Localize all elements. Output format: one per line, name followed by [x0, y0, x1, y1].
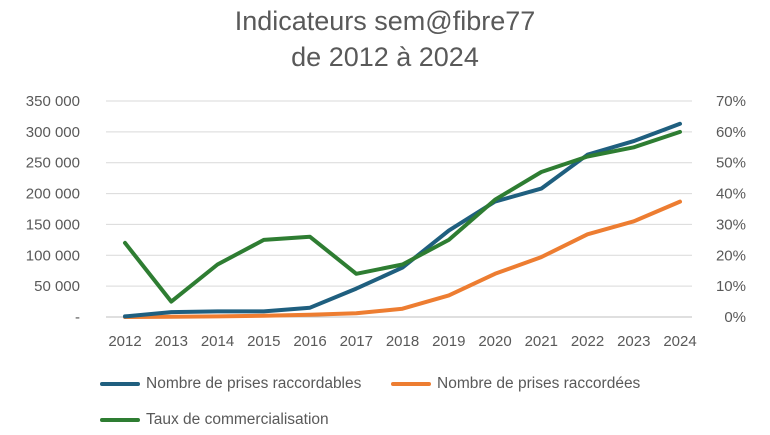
series-line-raccordees [123, 199, 682, 319]
left-tick-label: 100 000 [26, 247, 80, 264]
right-tick-label: 70% [716, 93, 746, 110]
left-tick-label: 250 000 [26, 155, 80, 172]
left-tick-label: 200 000 [26, 186, 80, 203]
x-tick-label: 2022 [571, 333, 604, 350]
legend-item-raccordables: Nombre de prises raccordables [100, 374, 361, 394]
legend-swatch-taux [100, 418, 140, 422]
x-tick-label: 2015 [247, 333, 280, 350]
left-tick-label: 300 000 [26, 124, 80, 141]
gridlines [106, 100, 692, 318]
left-tick-label: - [75, 309, 80, 326]
x-tick-label: 2017 [340, 333, 373, 350]
x-tick-label: 2021 [525, 333, 558, 350]
left-axis: - 50 000 100 000 150 000 200 000 250 000 300 0… [26, 93, 80, 326]
legend-label-raccordees: Nombre de prises raccordées [437, 375, 641, 392]
x-tick-label: 2023 [617, 333, 650, 350]
x-tick-label: 2016 [293, 333, 326, 350]
legend-swatch-raccordees [391, 382, 431, 386]
right-axis: 0% 10% 20% 30% 40% 50% 60% 70% [716, 93, 746, 326]
x-tick-label: 2024 [663, 333, 696, 350]
x-tick-label: 2020 [478, 333, 511, 350]
left-tick-label: 150 000 [26, 216, 80, 233]
right-tick-label: 50% [716, 155, 746, 172]
legend-label-taux: Taux de commercialisation [146, 411, 329, 428]
legend-label-raccordables: Nombre de prises raccordables [146, 375, 362, 392]
right-tick-label: 0% [724, 309, 746, 326]
legend-item-raccordees: Nombre de prises raccordées [391, 374, 640, 394]
series-line-taux [123, 129, 682, 304]
x-tick-label: 2012 [108, 333, 141, 350]
left-tick-label: 350 000 [26, 93, 80, 110]
right-tick-label: 60% [716, 124, 746, 141]
chart-title-line-1: Indicateurs sem@fibre77 [234, 6, 536, 36]
right-tick-label: 20% [716, 247, 746, 264]
right-tick-label: 30% [716, 216, 746, 233]
x-axis: 2012 2013 2014 2015 2016 2017 2018 2019 2020 2021… [108, 333, 696, 350]
legend-item-taux: Taux de commercialisation [100, 410, 329, 430]
x-tick-label: 2014 [201, 333, 234, 350]
x-tick-label: 2018 [386, 333, 419, 350]
x-tick-label: 2019 [432, 333, 465, 350]
right-tick-label: 40% [716, 186, 746, 203]
right-tick-label: 10% [716, 278, 746, 295]
legend-swatch-raccordables [100, 382, 140, 386]
chart-title-line-2: de 2012 à 2024 [291, 42, 479, 72]
left-tick-label: 50 000 [34, 278, 80, 295]
series-lines [123, 121, 682, 319]
x-tick-label: 2013 [155, 333, 188, 350]
